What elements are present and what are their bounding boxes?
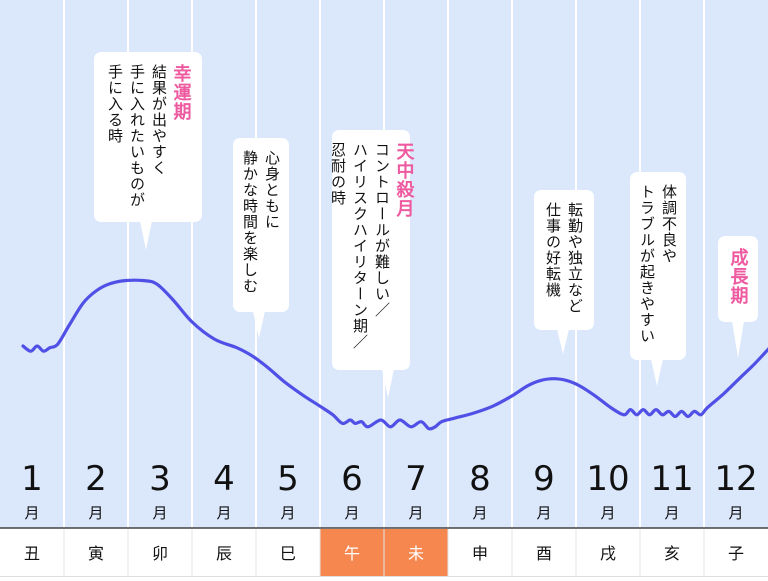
callout-pointer: [253, 311, 265, 338]
month-number-label: 7: [405, 459, 427, 499]
zodiac-row: 丑寅卯辰巳午未申酉戌亥子: [0, 529, 768, 577]
month-unit-label: 月: [536, 504, 551, 522]
month-number-label: 12: [714, 459, 757, 499]
callout-text: 手に入れたいものが: [128, 64, 146, 208]
month-number-label: 10: [586, 459, 629, 499]
month-labels: 1 月 2 月 3 月 4 月 5 月 6 月 7 月 8 月 9 月 10 月 11 月 12 月: [21, 459, 757, 522]
zodiac-cell: [0, 529, 64, 577]
callout-text: コントロールが難しい／: [373, 142, 391, 318]
zodiac-cell: [192, 529, 256, 577]
zodiac-cell: [64, 529, 128, 577]
callout-text: 体調不良や: [660, 184, 678, 264]
callout-box: [94, 52, 202, 222]
zodiac-cell-highlighted: [384, 529, 448, 577]
month-unit-label: 月: [472, 504, 487, 522]
callout-box: [630, 172, 686, 360]
callout-text: 忍耐の時: [329, 142, 347, 206]
zodiac-label: 午: [344, 544, 360, 563]
month-number-label: 11: [650, 459, 693, 499]
zodiac-cell: [512, 529, 576, 577]
month-unit-label: 月: [344, 504, 359, 522]
zodiac-label: 辰: [216, 544, 232, 563]
zodiac-cell: [128, 529, 192, 577]
month-number-label: 6: [341, 459, 363, 499]
zodiac-label: 丑: [24, 544, 40, 563]
zodiac-cell: [576, 529, 640, 577]
month-number-label: 8: [469, 459, 491, 499]
callout-text: 仕事の好転機: [544, 202, 562, 298]
callout-title: 天中殺月: [394, 142, 416, 218]
callout-text: ハイリスクハイリターン期／: [351, 142, 369, 350]
month-number-label: 4: [213, 459, 235, 499]
callout-pointer: [651, 359, 663, 386]
callout-box: [534, 190, 594, 330]
callout-text: 静かな時間を楽しむ: [241, 150, 259, 294]
callout-pointer: [732, 321, 744, 358]
month-unit-label: 月: [600, 504, 615, 522]
callout-text: トラブルが起きやすい: [638, 184, 656, 344]
month-unit-label: 月: [88, 504, 103, 522]
zodiac-cell: [448, 529, 512, 577]
callout-text: 結果が出やすく: [150, 64, 168, 176]
fortune-curve-line: [21, 278, 768, 431]
zodiac-label: 酉: [536, 544, 552, 563]
callout-title: 幸運期: [171, 63, 192, 121]
annotation-callout: 成長期: [718, 236, 758, 358]
zodiac-label: 卯: [152, 544, 168, 563]
callout-pointer: [382, 369, 394, 398]
callout-box: [233, 138, 289, 312]
zodiac-cell: [704, 529, 768, 577]
zodiac-cell: [256, 529, 320, 577]
month-unit-label: 月: [152, 504, 167, 522]
zodiac-label: 戌: [600, 544, 616, 563]
callout-title: 成長期: [728, 247, 749, 305]
month-unit-label: 月: [24, 504, 39, 522]
zodiac-label: 亥: [664, 544, 680, 563]
callout-text: 手に入る時: [106, 64, 124, 144]
callout-box: [718, 236, 758, 322]
callout-pointer: [557, 329, 569, 354]
zodiac-label: 子: [728, 544, 744, 563]
zodiac-label: 寅: [88, 544, 104, 563]
month-unit-label: 月: [280, 504, 295, 522]
month-unit-label: 月: [664, 504, 679, 522]
month-unit-label: 月: [728, 504, 743, 522]
month-unit-label: 月: [216, 504, 231, 522]
callout-text: 転勤や独立など: [566, 202, 584, 314]
callout-box: [332, 130, 410, 370]
zodiac-label: 未: [408, 544, 424, 563]
month-unit-label: 月: [408, 504, 423, 522]
zodiac-label: 巳: [280, 544, 296, 563]
zodiac-label: 申: [472, 544, 488, 563]
month-number-label: 9: [533, 459, 555, 499]
callout-text: 心身ともに: [263, 150, 281, 230]
zodiac-cell-highlighted: [320, 529, 384, 577]
callout-pointer: [140, 221, 152, 250]
month-number-label: 5: [277, 459, 299, 499]
month-number-label: 2: [85, 459, 107, 499]
month-number-label: 3: [149, 459, 171, 499]
month-number-label: 1: [21, 459, 43, 499]
zodiac-cell: [640, 529, 704, 577]
